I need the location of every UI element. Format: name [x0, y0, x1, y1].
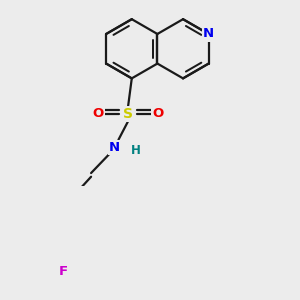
Text: N: N: [109, 141, 120, 154]
Text: F: F: [59, 265, 68, 278]
Text: N: N: [203, 28, 214, 40]
Text: O: O: [152, 107, 163, 120]
Text: S: S: [123, 107, 133, 121]
Text: H: H: [130, 144, 140, 157]
Text: O: O: [93, 107, 104, 120]
